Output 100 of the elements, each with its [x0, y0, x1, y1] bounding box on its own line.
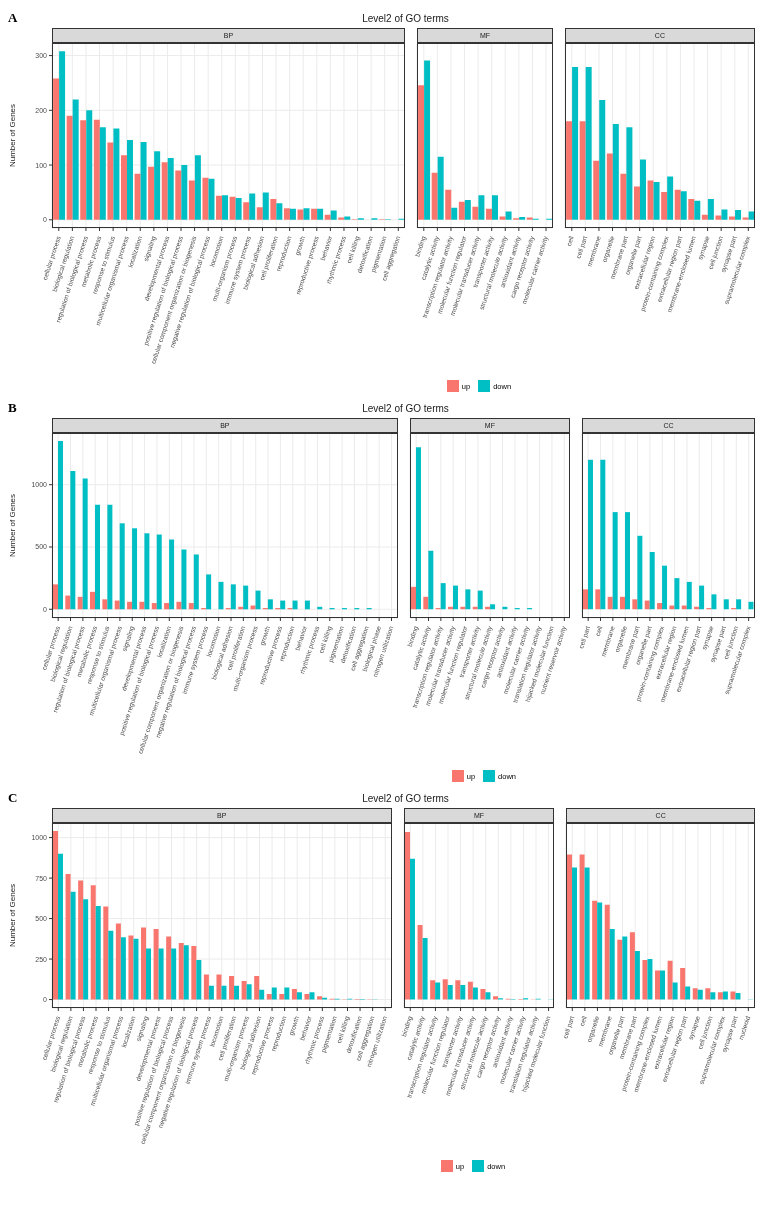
text: C — [8, 790, 18, 806]
bar — [90, 885, 96, 1000]
bar — [82, 478, 88, 610]
bar — [711, 594, 717, 610]
bar — [161, 162, 168, 220]
bar — [409, 858, 415, 1000]
bar — [661, 191, 668, 220]
bar — [707, 198, 714, 220]
bar — [266, 993, 272, 1000]
bar — [276, 203, 283, 220]
bar — [120, 155, 127, 220]
y-axis-title: Number of Genes — [7, 493, 17, 558]
bar — [610, 929, 616, 1000]
bar — [144, 533, 150, 610]
bar — [72, 99, 79, 220]
bar — [667, 960, 673, 1000]
bar — [235, 197, 242, 220]
bar — [113, 128, 120, 220]
bar — [107, 142, 114, 220]
bar — [83, 899, 89, 1000]
bar — [519, 217, 526, 220]
text: B — [8, 400, 17, 416]
chart-title: Level2 of GO terms — [361, 403, 450, 414]
bar — [178, 942, 184, 1000]
bar — [484, 992, 490, 1000]
bar — [181, 549, 187, 610]
bar — [647, 180, 654, 220]
bar — [206, 574, 212, 610]
bar — [77, 596, 83, 610]
bar — [181, 165, 188, 220]
bar — [259, 989, 265, 1000]
bar — [567, 854, 573, 1000]
bar — [154, 151, 161, 220]
bar — [169, 539, 175, 610]
bar — [657, 603, 663, 610]
bar — [254, 976, 260, 1000]
bar — [662, 565, 668, 610]
bar — [191, 946, 197, 1000]
bar — [699, 585, 705, 610]
bar — [284, 987, 290, 1000]
bar — [188, 603, 194, 610]
bar — [637, 535, 643, 610]
bar — [164, 603, 170, 610]
bar — [698, 989, 704, 1000]
bar — [176, 601, 182, 610]
bar — [715, 215, 722, 220]
bar — [429, 980, 435, 1000]
bar — [644, 600, 650, 610]
bar — [422, 938, 428, 1000]
bar — [477, 590, 483, 610]
bar — [156, 534, 162, 610]
bar — [734, 209, 741, 220]
bar — [649, 551, 655, 610]
bar — [183, 945, 189, 1000]
bar — [208, 178, 215, 220]
bar — [674, 189, 681, 220]
bar — [166, 936, 172, 1000]
bar — [599, 99, 606, 220]
bar — [267, 599, 273, 610]
bar — [127, 601, 133, 610]
bar — [630, 932, 636, 1000]
bar — [499, 216, 506, 220]
bar — [148, 166, 155, 220]
bar — [620, 173, 627, 220]
bar — [472, 206, 479, 220]
bar — [279, 993, 285, 1000]
bar — [303, 208, 310, 220]
bar — [723, 599, 729, 610]
bar — [445, 189, 452, 220]
bar — [317, 996, 323, 1000]
bar — [255, 590, 261, 610]
bar — [479, 989, 485, 1000]
bar — [571, 67, 578, 220]
bar — [635, 950, 641, 1000]
bar — [95, 905, 101, 1000]
bar — [80, 120, 87, 220]
bar — [218, 581, 224, 610]
bar — [410, 586, 416, 610]
bar — [423, 596, 428, 610]
bar — [486, 208, 493, 220]
bar — [442, 979, 448, 1000]
bar — [140, 142, 147, 220]
bar — [234, 985, 240, 1000]
bar — [585, 67, 592, 220]
bar — [283, 208, 290, 220]
bar — [672, 982, 678, 1000]
bar — [324, 214, 331, 220]
bar — [193, 554, 199, 610]
bar — [660, 970, 666, 1000]
bar — [694, 200, 701, 220]
bar — [139, 601, 145, 610]
bar — [171, 948, 177, 1000]
bar — [505, 211, 512, 220]
bar — [742, 217, 749, 220]
bar — [291, 989, 297, 1000]
bar — [188, 180, 195, 220]
bar — [723, 991, 729, 1000]
bar — [53, 831, 59, 1000]
bar — [593, 160, 600, 220]
bar — [472, 987, 478, 1000]
